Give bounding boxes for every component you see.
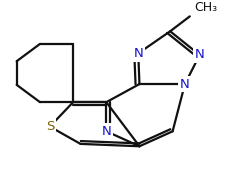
Text: N: N [180,78,190,91]
Text: N: N [195,49,205,61]
Text: CH₃: CH₃ [195,1,218,14]
Text: N: N [133,47,143,60]
Text: S: S [46,120,54,133]
Text: N: N [102,125,111,138]
